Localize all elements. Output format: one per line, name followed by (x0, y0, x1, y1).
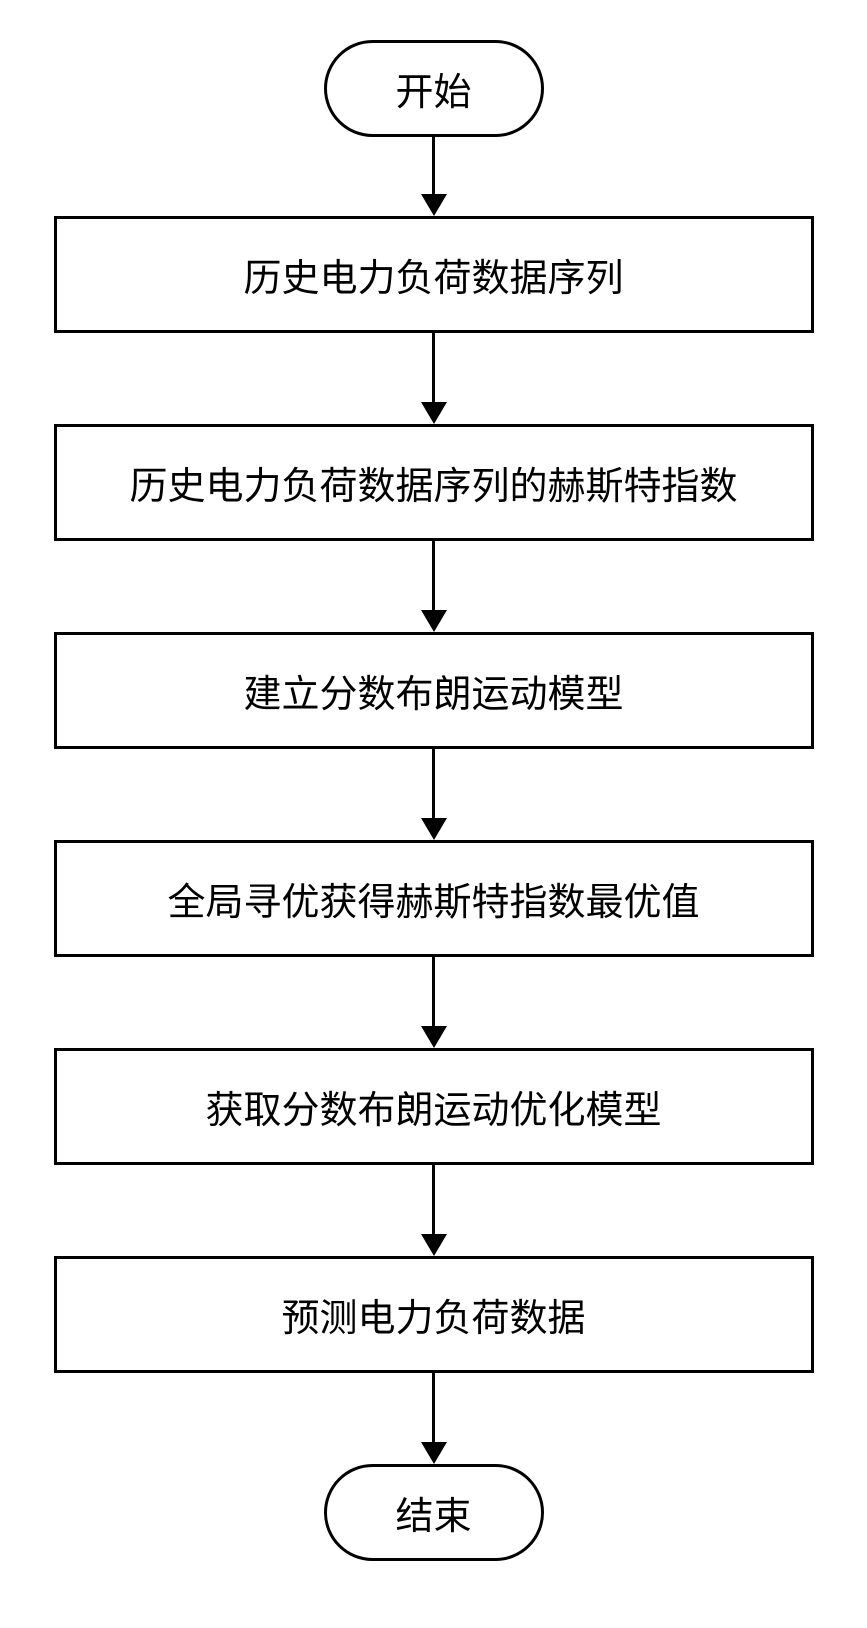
arrow-head-icon (421, 1442, 447, 1464)
terminal-end: 结束 (324, 1464, 544, 1561)
arrow (421, 749, 447, 840)
process-step2: 历史电力负荷数据序列的赫斯特指数 (54, 424, 814, 541)
arrow-head-icon (421, 1234, 447, 1256)
process-step1: 历史电力负荷数据序列 (54, 216, 814, 333)
terminal-start: 开始 (324, 40, 544, 137)
node-label: 结束 (395, 1496, 471, 1538)
process-step5: 获取分数布朗运动优化模型 (54, 1048, 814, 1165)
arrow-head-icon (421, 818, 447, 840)
arrow (421, 541, 447, 632)
arrow (421, 957, 447, 1048)
arrow-line (432, 137, 435, 195)
arrow-line (432, 1165, 435, 1235)
node-label: 建立分数布朗运动模型 (243, 674, 623, 716)
node-label: 获取分数布朗运动优化模型 (205, 1090, 661, 1132)
arrow-line (432, 1373, 435, 1443)
arrow (421, 137, 447, 216)
flowchart-container: 开始 历史电力负荷数据序列 历史电力负荷数据序列的赫斯特指数 建立分数布朗运动模… (54, 40, 814, 1561)
process-step6: 预测电力负荷数据 (54, 1256, 814, 1373)
node-label: 历史电力负荷数据序列 (243, 258, 623, 300)
node-label: 开始 (395, 72, 471, 114)
node-label: 预测电力负荷数据 (281, 1298, 585, 1340)
process-step3: 建立分数布朗运动模型 (54, 632, 814, 749)
node-label: 全局寻优获得赫斯特指数最优值 (167, 882, 699, 924)
arrow-head-icon (421, 610, 447, 632)
arrow (421, 333, 447, 424)
node-label: 历史电力负荷数据序列的赫斯特指数 (129, 466, 737, 508)
process-step4: 全局寻优获得赫斯特指数最优值 (54, 840, 814, 957)
arrow-head-icon (421, 194, 447, 216)
arrow-line (432, 957, 435, 1027)
arrow-line (432, 749, 435, 819)
arrow-head-icon (421, 402, 447, 424)
arrow (421, 1373, 447, 1464)
arrow (421, 1165, 447, 1256)
arrow-line (432, 333, 435, 403)
arrow-line (432, 541, 435, 611)
arrow-head-icon (421, 1026, 447, 1048)
